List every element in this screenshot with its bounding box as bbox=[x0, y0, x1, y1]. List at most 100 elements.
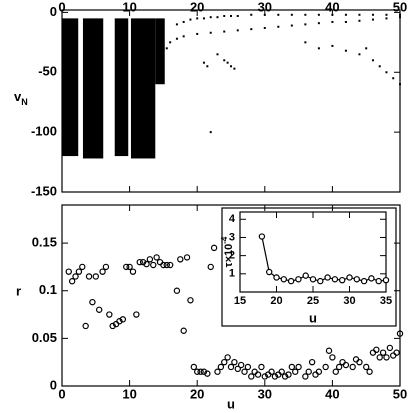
point bbox=[399, 16, 401, 19]
point bbox=[119, 316, 127, 323]
bottom-frame bbox=[61, 204, 401, 387]
point bbox=[206, 65, 209, 68]
x-tick-label: 20 bbox=[190, 386, 204, 401]
x-tick-label: 0 bbox=[58, 0, 65, 14]
point bbox=[89, 298, 96, 306]
point bbox=[216, 53, 219, 56]
point bbox=[317, 13, 320, 16]
point bbox=[268, 368, 275, 375]
point bbox=[305, 368, 312, 375]
point bbox=[273, 274, 280, 281]
point bbox=[221, 358, 228, 366]
point bbox=[126, 263, 133, 271]
point bbox=[258, 363, 265, 371]
point bbox=[143, 260, 150, 268]
point bbox=[365, 47, 368, 50]
point bbox=[182, 35, 185, 38]
point bbox=[187, 297, 194, 304]
point bbox=[393, 349, 400, 356]
point bbox=[258, 233, 266, 240]
point bbox=[189, 18, 192, 21]
point bbox=[160, 261, 167, 269]
point bbox=[190, 363, 198, 371]
point bbox=[290, 13, 293, 16]
point bbox=[92, 273, 100, 280]
point bbox=[304, 13, 307, 16]
y-tick-label: 2 bbox=[229, 250, 235, 262]
point bbox=[156, 258, 164, 266]
x-tick-label: 25 bbox=[307, 295, 319, 307]
point bbox=[378, 65, 381, 68]
point bbox=[102, 263, 110, 271]
point bbox=[339, 358, 346, 366]
point bbox=[209, 131, 212, 134]
dense-band bbox=[155, 18, 165, 85]
x-tick-label: 0 bbox=[58, 386, 65, 401]
x-label: u bbox=[227, 396, 235, 411]
y-tick-label: -50 bbox=[38, 64, 57, 79]
point bbox=[312, 371, 319, 378]
point bbox=[95, 306, 103, 313]
point bbox=[331, 20, 334, 23]
point bbox=[85, 273, 93, 280]
point bbox=[183, 254, 191, 261]
point bbox=[65, 268, 72, 275]
point bbox=[177, 256, 184, 263]
point bbox=[385, 17, 388, 20]
x-tick-label: 35 bbox=[380, 295, 392, 307]
point bbox=[292, 368, 299, 375]
point bbox=[324, 274, 331, 281]
point bbox=[202, 61, 205, 64]
point bbox=[358, 19, 361, 22]
point bbox=[396, 330, 404, 337]
x-tick-label: 30 bbox=[343, 295, 355, 307]
point bbox=[322, 363, 329, 371]
point bbox=[386, 344, 394, 352]
point bbox=[278, 368, 285, 375]
point bbox=[277, 25, 280, 28]
point bbox=[317, 47, 320, 50]
point bbox=[233, 67, 236, 70]
x-tick-label: 30 bbox=[258, 386, 272, 401]
y-tick-label: 0.15 bbox=[32, 235, 57, 250]
point bbox=[251, 368, 258, 375]
point bbox=[216, 16, 219, 19]
point bbox=[375, 277, 382, 285]
point bbox=[325, 347, 333, 354]
dense-band bbox=[82, 18, 104, 159]
x-tick-label: 10 bbox=[122, 386, 136, 401]
point bbox=[214, 368, 221, 375]
inset-background bbox=[221, 207, 397, 327]
y-label-subscript: N bbox=[21, 97, 28, 107]
point bbox=[339, 276, 346, 284]
point bbox=[373, 346, 380, 353]
point bbox=[150, 261, 157, 269]
x-tick-label: 40 bbox=[325, 0, 339, 14]
point bbox=[335, 363, 343, 371]
point bbox=[302, 272, 309, 279]
point bbox=[230, 65, 232, 68]
point bbox=[304, 41, 307, 44]
point bbox=[329, 354, 336, 361]
point bbox=[358, 53, 361, 56]
point bbox=[369, 349, 377, 356]
point bbox=[99, 268, 106, 275]
x-tick-label: 15 bbox=[234, 295, 246, 307]
point bbox=[223, 14, 226, 17]
point bbox=[344, 13, 347, 16]
point bbox=[290, 24, 293, 27]
x-tick-label: 20 bbox=[270, 295, 282, 307]
point bbox=[331, 13, 334, 16]
point bbox=[295, 276, 302, 283]
x-tick-label: 50 bbox=[393, 386, 407, 401]
point bbox=[180, 327, 187, 334]
point bbox=[129, 268, 137, 275]
point bbox=[371, 18, 374, 21]
y-tick-label: 4 bbox=[229, 213, 236, 225]
point bbox=[175, 23, 178, 26]
point bbox=[363, 363, 370, 371]
point bbox=[332, 368, 339, 375]
point bbox=[277, 13, 280, 16]
point bbox=[133, 311, 140, 318]
point bbox=[317, 22, 320, 25]
